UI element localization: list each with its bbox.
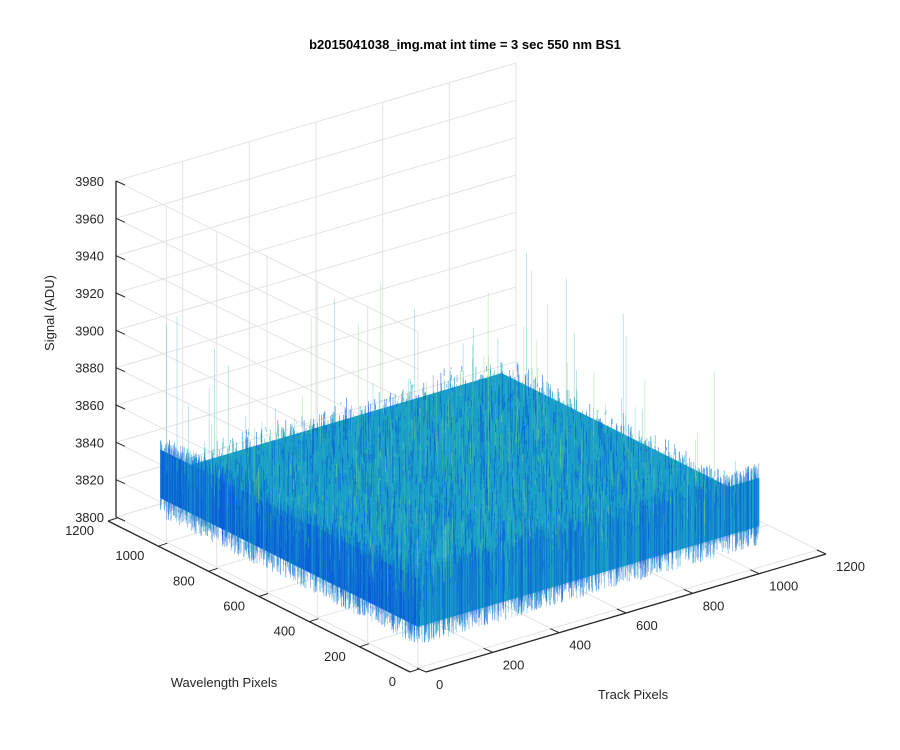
x-tick-mark [683,588,693,594]
z-tick-label: 3820 [75,473,104,488]
x-tick-label: 0 [436,677,443,692]
y-tick-mark [107,517,118,522]
x-tick-mark [816,549,827,555]
z-tick-mark [115,516,126,522]
y-tick-mark [359,643,369,648]
z-tick-label: 3920 [75,286,104,301]
x-tick-label: 600 [636,618,658,633]
x-tick-label: 200 [503,657,525,672]
x-tick-mark [616,608,627,614]
z-tick-mark [115,329,126,335]
z-tick-label: 3980 [75,174,104,189]
y-tick-mark [409,668,420,673]
z-axis-label: Signal (ADU) [42,275,57,351]
x-tick-label: 800 [703,598,725,613]
x-tick-mark [750,569,760,575]
x-tick-mark [416,667,427,673]
y-tick-label: 600 [223,599,245,614]
axis-lines [107,180,827,673]
z-tick-mark [115,367,126,373]
x-tick-mark [550,628,560,634]
y-tick-label: 400 [274,624,296,639]
z-tick-label: 3860 [75,398,104,413]
y-tick-mark [258,593,269,597]
z-tick-mark [115,255,126,261]
z-tick-mark [115,180,126,186]
y-tick-label: 800 [173,573,195,588]
x-tick-label: 1000 [769,579,798,594]
z-tick-mark [115,441,126,447]
y-tick-label: 1200 [65,523,94,538]
z-tick-label: 3880 [75,361,104,376]
y-tick-mark [208,567,218,572]
z-tick-mark [115,479,126,485]
y-tick-label: 0 [389,674,396,689]
x-tick-mark [483,647,493,653]
y-axis-label: Wavelength Pixels [171,675,278,690]
z-tick-label: 3800 [75,510,104,525]
z-tick-label: 3840 [75,435,104,450]
chart-title: b2015041038_img.mat int time = 3 sec 550… [309,37,621,52]
y-tick-label: 1000 [115,548,144,563]
y-tick-mark [309,618,319,623]
x-axis-label: Track Pixels [598,687,669,702]
z-tick-mark [115,292,126,298]
z-tick-label: 3940 [75,249,104,264]
z-tick-mark [115,217,126,223]
surface-mesh [160,252,760,643]
y-tick-label: 200 [324,649,346,664]
x-tick-label: 1200 [836,559,865,574]
y-tick-mark [158,542,168,547]
x-tick-label: 400 [569,638,591,653]
z-tick-mark [115,404,126,410]
z-tick-label: 3960 [75,211,104,226]
tick-labels: 3800 3820 3840 3860 3880 3900 3920 3940 3960 3980… [65,174,865,692]
z-tick-label: 3900 [75,323,104,338]
